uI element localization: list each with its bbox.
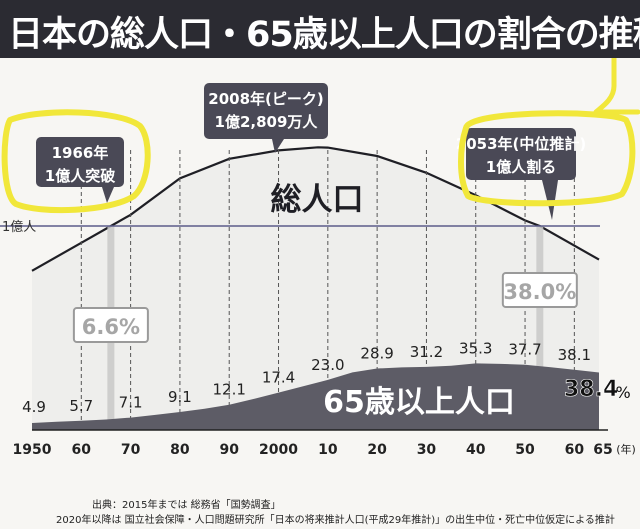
elderly-pct-label: 35.3 bbox=[459, 339, 492, 357]
callout-text: 2053年(中位推計) bbox=[456, 135, 586, 153]
x-tick-label: 60 bbox=[72, 442, 92, 458]
x-tick-label: 80 bbox=[170, 442, 190, 458]
callout-text: 1億人突破 bbox=[45, 167, 115, 185]
x-tick-label: 70 bbox=[121, 442, 141, 458]
highlight-stroke bbox=[593, 58, 640, 115]
pct-box bbox=[501, 272, 578, 308]
total-population-area bbox=[32, 147, 599, 431]
title-bar: 日本の総人口・65歳以上人口の割合の推移 bbox=[0, 0, 640, 58]
source-note-2: 2020年以降は 国立社会保障・人口問題研究所「日本の将来推計人口(平成29年推… bbox=[56, 515, 615, 526]
x-tick-label: 90 bbox=[219, 442, 239, 458]
callout-text: 1億2,809万人 bbox=[215, 113, 319, 131]
pct-box bbox=[72, 307, 149, 343]
callout-box bbox=[36, 137, 124, 187]
x-tick-label: 1950 bbox=[13, 442, 52, 458]
x-tick-label: 2000 bbox=[259, 442, 298, 458]
callout-box bbox=[204, 83, 328, 139]
elderly-population-area bbox=[32, 363, 599, 430]
elderly-pct-label: 31.2 bbox=[410, 343, 443, 361]
pct-box-label: 38.0% bbox=[503, 280, 576, 304]
elderly-pct-label: 38.1 bbox=[558, 346, 591, 364]
x-tick-label: 50 bbox=[515, 442, 535, 458]
callout-text: 1億人割る bbox=[486, 158, 556, 176]
total-population-line bbox=[31, 146, 600, 272]
population-chart: 1億人 1950 60 70 80 90 2000 10 20 30 40 50 60 65 (年) 4.9 5… bbox=[0, 58, 640, 458]
highlight-circle-2053 bbox=[458, 110, 636, 207]
x-tick-label: 60 bbox=[565, 442, 585, 458]
callout-box bbox=[466, 128, 576, 180]
callout-pointer bbox=[272, 139, 284, 153]
elderly-population-label: 65歳以上人口 bbox=[323, 385, 515, 420]
marker-bar bbox=[536, 226, 544, 430]
x-tick-label: 20 bbox=[367, 442, 387, 458]
callout-pointer bbox=[542, 180, 558, 220]
last-pct-unit: % bbox=[616, 383, 631, 402]
source-note-1: 出典：2015年までは 総務省「国勢調査」 bbox=[92, 500, 281, 511]
callout-pointer bbox=[102, 187, 114, 203]
elderly-pct-label: 12.1 bbox=[213, 381, 246, 399]
elderly-pct-label: 17.4 bbox=[262, 369, 295, 387]
callout-text: 1966年 bbox=[52, 144, 109, 162]
last-pct-label: 38.4 bbox=[564, 377, 618, 402]
callout-text: 2008年(ピーク) bbox=[208, 90, 323, 108]
x-tick-label: 30 bbox=[417, 442, 437, 458]
elderly-pct-label: 23.0 bbox=[311, 356, 344, 374]
reference-line-label: 1億人 bbox=[2, 219, 36, 235]
x-unit-label: (年) bbox=[616, 442, 636, 456]
x-tick-label: 65 bbox=[593, 442, 612, 458]
elderly-pct-label: 37.7 bbox=[508, 341, 541, 359]
pct-box-label: 6.6% bbox=[82, 315, 140, 339]
elderly-pct-label: 28.9 bbox=[360, 344, 393, 362]
total-population-label: 総人口 bbox=[271, 182, 364, 218]
elderly-pct-label: 5.7 bbox=[69, 397, 93, 415]
x-tick-label: 10 bbox=[318, 442, 338, 458]
elderly-pct-label: 7.1 bbox=[119, 394, 143, 412]
highlight-circle-1966 bbox=[1, 109, 151, 214]
elderly-pct-label: 9.1 bbox=[168, 388, 192, 406]
x-tick-label: 40 bbox=[466, 442, 486, 458]
elderly-pct-label: 4.9 bbox=[22, 398, 46, 416]
page-title: 日本の総人口・65歳以上人口の割合の推移 bbox=[8, 15, 640, 55]
